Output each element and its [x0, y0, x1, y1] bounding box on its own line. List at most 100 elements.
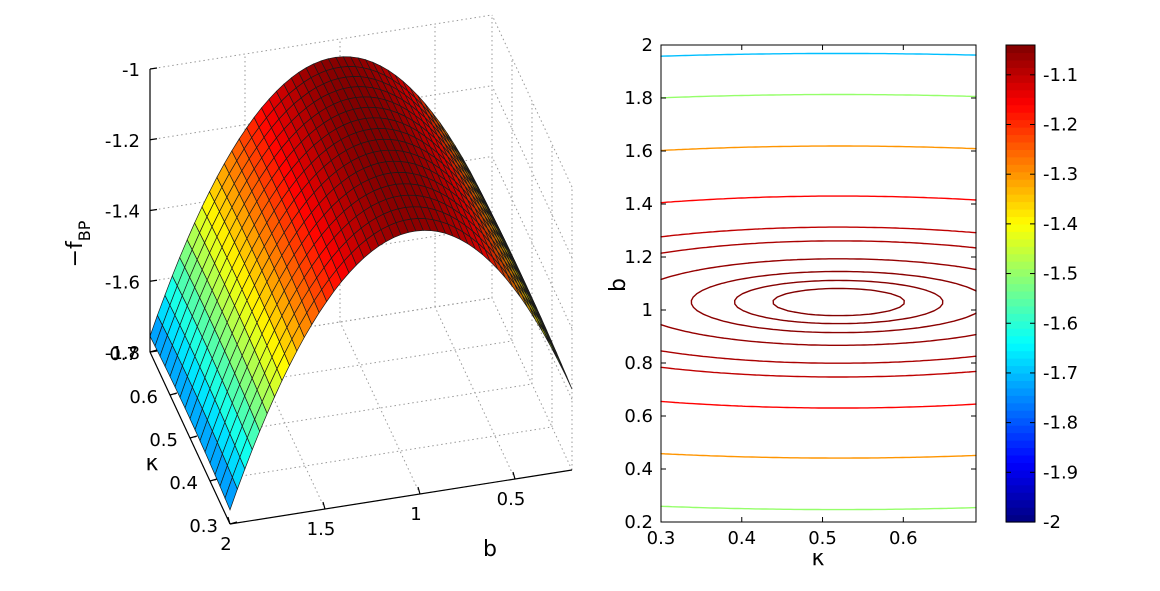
kappa-tick-label: 0.4: [169, 473, 198, 494]
contour-frame: [660, 44, 977, 523]
colorbar-swatch: [1006, 380, 1035, 389]
colorbar-swatch: [1006, 223, 1035, 232]
floor-gridline: [434, 306, 516, 480]
colorbar-swatch: [1006, 82, 1035, 91]
colorbar-swatch: [1006, 499, 1035, 508]
contour-x-tick-label: 0.5: [808, 528, 837, 549]
colorbar-swatch: [1006, 268, 1035, 277]
colorbar-swatch: [1006, 134, 1035, 143]
contour-y-tick-label: 1.8: [624, 88, 653, 109]
colorbar-swatch: [1006, 276, 1035, 285]
surface-mesh: [149, 56, 573, 511]
contour-y-tick-label: 1: [642, 300, 653, 321]
colorbar-tick-label: -1.4: [1043, 214, 1078, 235]
colorbar-swatch: [1006, 104, 1035, 113]
contour-y-tick-label: 2: [642, 35, 653, 56]
contour-x-tick-label: 0.3: [647, 528, 676, 549]
z-tick: [149, 279, 158, 282]
contour-line: [660, 93, 977, 511]
colorbar-swatch: [1006, 238, 1035, 247]
colorbar-swatch: [1006, 432, 1035, 441]
kappa-tick: [209, 478, 218, 482]
colorbar-swatch: [1006, 126, 1035, 136]
contour-y-tick-label: 1.6: [624, 141, 653, 162]
colorbar-swatch: [1006, 164, 1035, 173]
contour-line: [660, 145, 977, 459]
kappa-tick: [189, 435, 198, 439]
b-tick-label: 0.5: [497, 489, 526, 510]
z-tick-label: -1.2: [105, 131, 140, 152]
colorbar-swatch: [1006, 89, 1035, 98]
colorbar-swatch: [1006, 395, 1035, 404]
floor-gridline: [209, 426, 553, 482]
surface-ylabel: κ: [146, 451, 159, 476]
kappa-tick-label: 0.3: [189, 516, 218, 537]
colorbar: -1.1 -1.2 -1.3 -1.4 -1.5 -1.6 -1.7 -1.8 -1.9 -2: [1005, 44, 1078, 533]
colorbar-swatch: [1006, 365, 1035, 374]
colorbar-swatch: [1006, 261, 1035, 270]
colorbar-swatch: [1006, 447, 1035, 456]
contour-xlabel: κ: [812, 546, 825, 571]
colorbar-swatch: [1006, 149, 1035, 158]
z-tick: [149, 208, 158, 212]
contour-y-tick-label: 0.6: [624, 406, 653, 427]
colorbar-swatch: [1006, 52, 1035, 61]
floor-gridline: [339, 321, 421, 495]
colorbar-swatch: [1006, 45, 1035, 54]
kappa-tick: [149, 349, 158, 353]
contour-line: [660, 226, 977, 378]
colorbar-swatch: [1006, 350, 1035, 359]
colorbar-swatch: [1006, 335, 1035, 344]
colorbar-swatch: [1006, 179, 1035, 188]
z-tick: [149, 67, 158, 70]
kappa-tick-label: 0.6: [129, 387, 158, 408]
colorbar-swatch: [1006, 462, 1035, 471]
colorbar-swatch: [1006, 290, 1035, 299]
colorbar-swatch: [1006, 313, 1035, 322]
side-wall-gridline: [491, 156, 573, 329]
colorbar-swatch: [1006, 141, 1035, 150]
back-wall-gridline: [149, 14, 493, 70]
colorbar-swatch: [1006, 74, 1035, 83]
colorbar-swatch: [1006, 492, 1035, 501]
z-tick-label: -1.6: [105, 272, 140, 293]
b-tick: [512, 471, 516, 480]
contour-line: [690, 270, 977, 334]
kappa-tick: [229, 521, 238, 525]
colorbar-swatch: [1006, 253, 1035, 262]
contour-x-tick-label: 0.6: [889, 528, 918, 549]
contour-line: [660, 52, 977, 57]
colorbar-swatch: [1006, 171, 1035, 180]
contour-y-tick-label: 0.2: [624, 512, 653, 533]
colorbar-tick-label: -1.5: [1043, 264, 1078, 285]
z-tick-label: -1.4: [105, 202, 140, 223]
colorbar-swatch: [1006, 507, 1035, 516]
kappa-tick-label: 0.7: [109, 344, 138, 365]
colorbar-swatch: [1006, 156, 1035, 165]
colorbar-swatch: [1006, 328, 1035, 337]
contour-x-tick-label: 0.4: [727, 528, 756, 549]
contour-y-tick-label: 0.4: [624, 459, 653, 480]
contour-y-tick-label: 1.4: [624, 194, 653, 215]
surface-xlabel: b: [483, 537, 497, 562]
contour-y-tick-label: 1.2: [624, 247, 653, 268]
colorbar-swatch: [1006, 208, 1035, 218]
colorbar-swatch: [1006, 402, 1035, 411]
colorbar-swatch: [1006, 97, 1035, 106]
contour-line: [660, 258, 977, 346]
colorbar-tick-label: -2: [1043, 512, 1061, 533]
colorbar-swatch: [1006, 477, 1035, 486]
colorbar-swatch: [1006, 246, 1035, 255]
surface-zlabel: −fBP: [63, 220, 94, 267]
colorbar-swatch: [1006, 410, 1035, 419]
contour-axes: 0.3 0.4 0.5 0.6 0.2 0.4 0.6 0.8 1 1.2 1.4 1.6 1.8 2: [624, 35, 976, 549]
colorbar-swatch: [1006, 454, 1035, 463]
colorbar-frame: [1005, 44, 1036, 523]
colorbar-swatch: [1006, 283, 1035, 292]
contour-ylabel: b: [606, 278, 631, 292]
colorbar-swatch: [1006, 67, 1035, 76]
colorbar-tick-label: -1.1: [1043, 65, 1078, 86]
colorbar-swatch: [1006, 186, 1035, 195]
contour-plot-area: [661, 45, 976, 522]
colorbar-swatch: [1006, 216, 1035, 225]
